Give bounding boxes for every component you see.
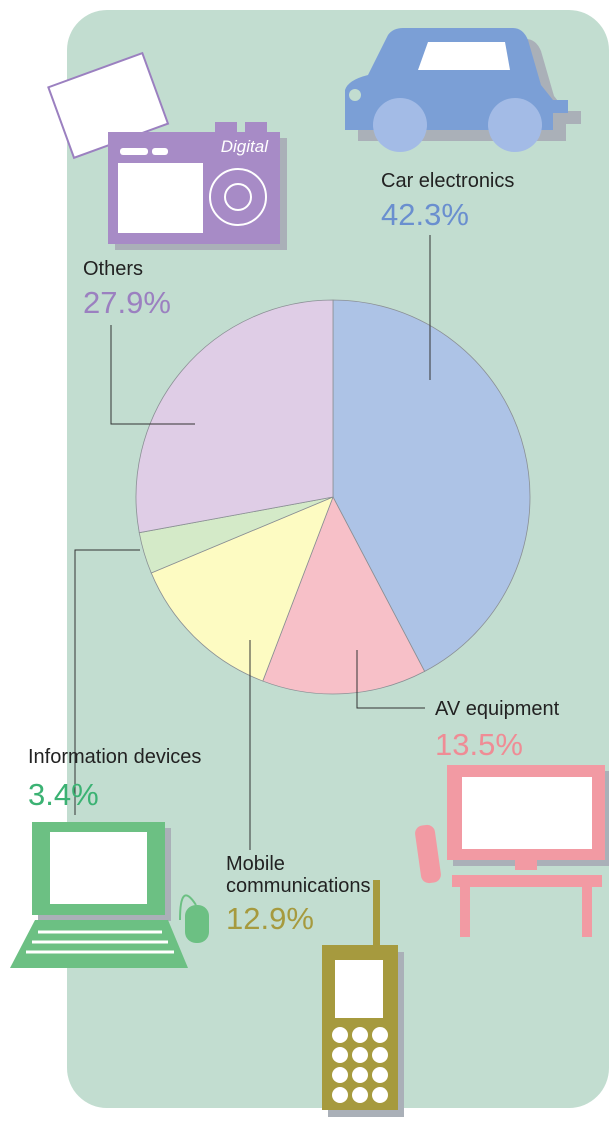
- phone-icon: [322, 880, 404, 1117]
- leader-line: [74, 549, 140, 815]
- leader-line: [110, 325, 195, 425]
- value-label: 3.4%: [28, 777, 99, 812]
- value-label: 13.5%: [435, 727, 523, 762]
- tv-icon: [415, 765, 609, 937]
- camera-label: Digital: [221, 137, 269, 156]
- laptop-icon: [10, 822, 209, 968]
- slice-label: Mobile communications: [226, 853, 371, 897]
- camera-icon: Digital: [47, 51, 287, 250]
- slice-label: Car electronics: [381, 170, 515, 192]
- value-label: 12.9%: [226, 901, 314, 936]
- pie-slice: [262, 496, 426, 695]
- value-label: 42.3%: [381, 197, 469, 232]
- car-icon: [345, 28, 581, 152]
- pie-slice: [150, 496, 334, 682]
- slice-label: AV equipment: [435, 698, 560, 720]
- slice-label: Others: [83, 258, 144, 280]
- slice-label: Information devices: [28, 746, 202, 768]
- pie-slice: [135, 299, 334, 534]
- leader-line: [356, 650, 425, 709]
- value-label: 27.9%: [83, 285, 171, 320]
- pie-slice: [332, 299, 531, 672]
